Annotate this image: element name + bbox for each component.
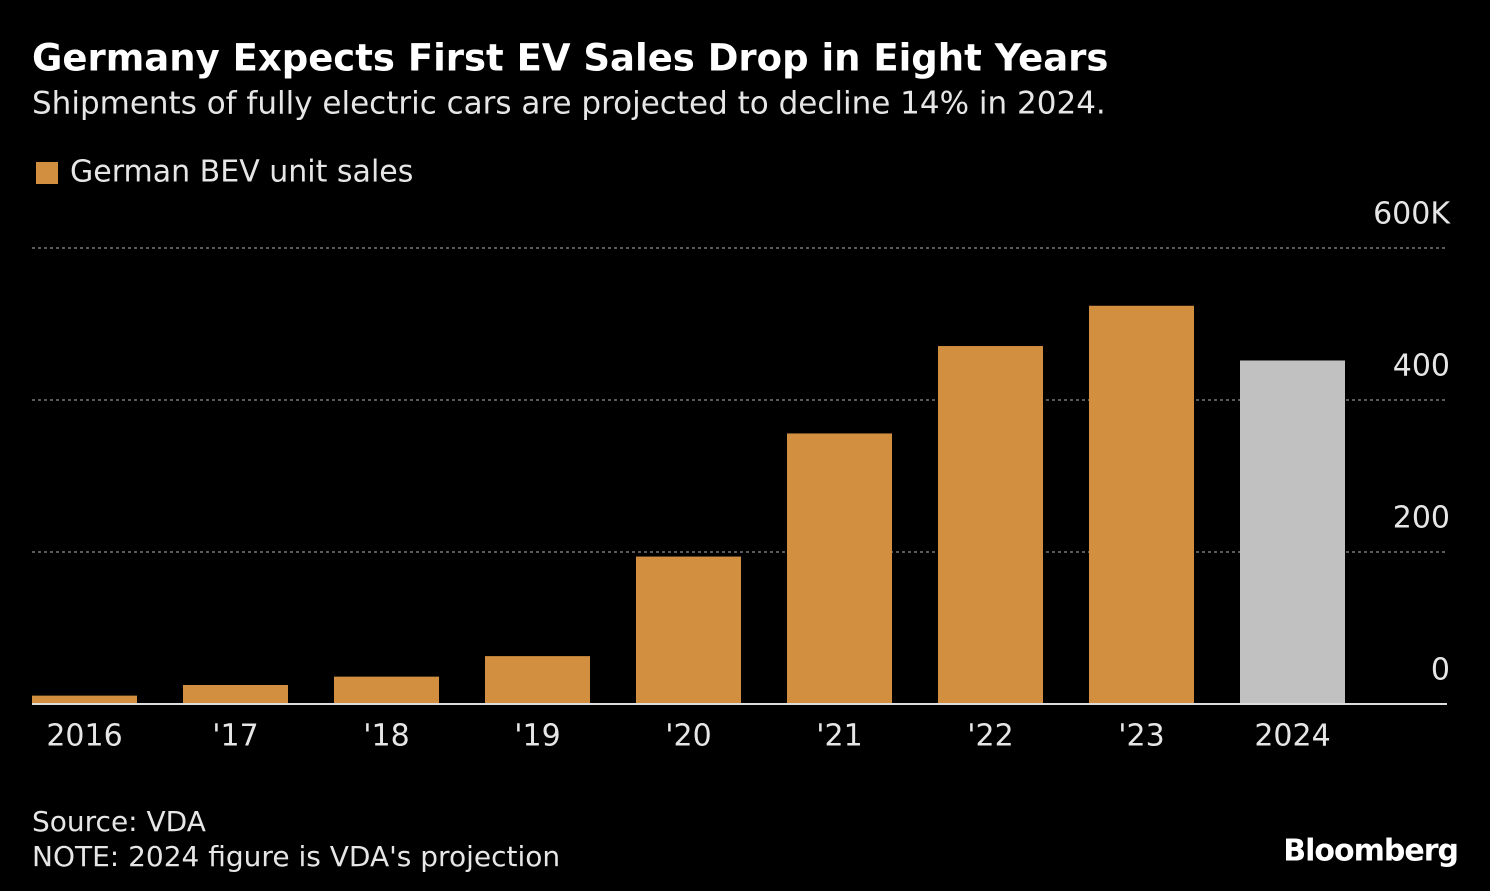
x-tick-label: '18 xyxy=(363,719,409,754)
x-tick-label: '21 xyxy=(816,719,862,754)
bar xyxy=(787,433,892,704)
x-tick-label: 2016 xyxy=(46,719,122,754)
credit: Bloomberg xyxy=(1283,834,1458,869)
chart-title: Germany Expects First EV Sales Drop in E… xyxy=(32,37,1108,80)
x-tick-label: '19 xyxy=(514,719,560,754)
bar xyxy=(636,556,741,704)
bar xyxy=(1240,360,1345,704)
y-tick-label: 0 xyxy=(1431,653,1450,688)
chart-subtitle: Shipments of fully electric cars are pro… xyxy=(32,86,1106,122)
bar xyxy=(183,685,288,704)
y-tick-label: 600K xyxy=(1373,197,1451,232)
y-tick-label: 400 xyxy=(1393,349,1450,384)
bar xyxy=(334,676,439,704)
bar xyxy=(938,346,1043,704)
note: NOTE: 2024 figure is VDA's projection xyxy=(32,840,560,873)
bar xyxy=(485,656,590,704)
legend-swatch xyxy=(36,162,58,184)
legend-label: German BEV unit sales xyxy=(70,155,413,190)
source: Source: VDA xyxy=(32,805,206,838)
bar xyxy=(1089,305,1194,704)
x-tick-label: '22 xyxy=(967,719,1013,754)
x-tick-label: '20 xyxy=(665,719,711,754)
bar xyxy=(32,695,137,704)
y-tick-label: 200 xyxy=(1393,501,1450,536)
x-tick-label: '23 xyxy=(1118,719,1164,754)
x-tick-label: '17 xyxy=(212,719,258,754)
x-tick-label: 2024 xyxy=(1254,719,1330,754)
